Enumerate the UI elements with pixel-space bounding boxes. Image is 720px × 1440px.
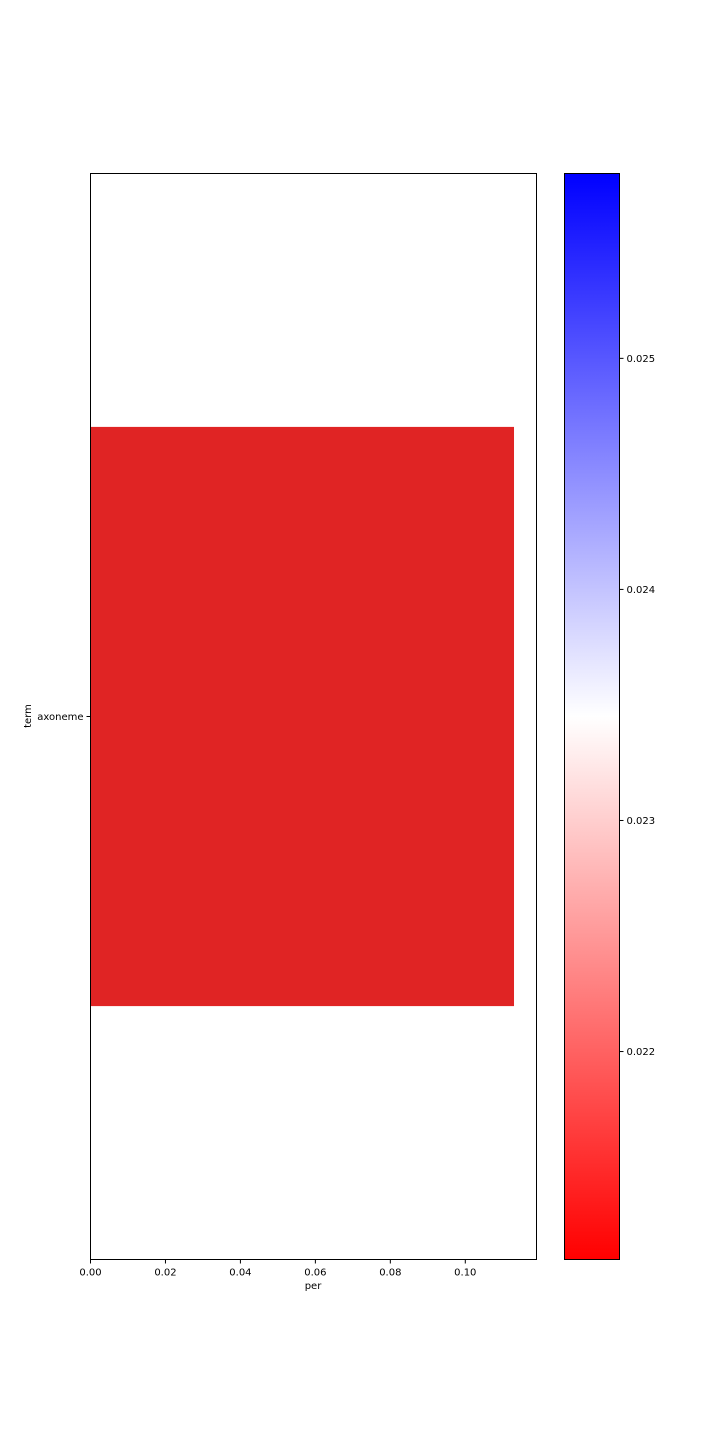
colorbar-tick-label: 0.023 — [627, 816, 656, 827]
x-tick-label: 0.06 — [304, 1268, 326, 1279]
y-axis-ticks: axoneme — [37, 712, 91, 723]
y-tick-label: axoneme — [37, 712, 83, 723]
x-tick-label: 0.08 — [379, 1268, 401, 1279]
colorbar-tick-label: 0.024 — [627, 585, 656, 596]
x-tick-label: 0.10 — [454, 1268, 476, 1279]
bars — [90, 426, 515, 1007]
colorbar-tick-label: 0.025 — [627, 354, 656, 365]
x-tick-label: 0.00 — [79, 1268, 101, 1279]
bar-axoneme — [90, 426, 515, 1007]
colorbar-ticks: 0.022 0.023 0.024 0.025 — [619, 354, 656, 1058]
x-tick-label: 0.04 — [229, 1268, 251, 1279]
y-axis-label: term — [23, 704, 34, 728]
colorbar — [564, 173, 620, 1260]
x-tick-label: 0.02 — [154, 1268, 176, 1279]
colorbar-tick-label: 0.022 — [627, 1047, 656, 1058]
x-axis-ticks: 0.00 0.02 0.04 0.06 0.08 0.10 — [79, 1259, 476, 1279]
x-axis-label: per — [305, 1281, 323, 1292]
